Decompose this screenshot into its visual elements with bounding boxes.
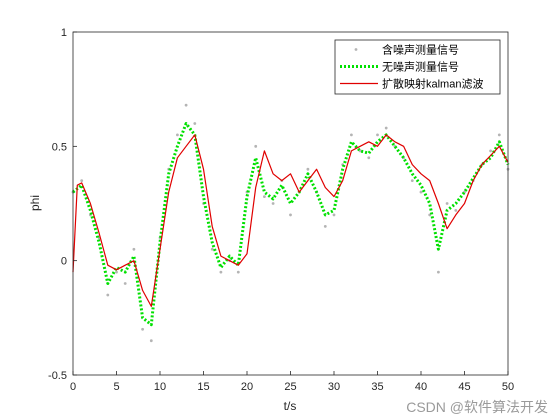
noisy-signal-point	[254, 144, 258, 148]
noisy-signal-point	[289, 213, 292, 217]
y-tick-label: 1	[61, 27, 67, 39]
noisy-signal-point	[489, 149, 492, 153]
x-tick-label: 15	[197, 381, 209, 393]
noisy-signal-point	[106, 293, 110, 297]
clean-signal-series	[72, 122, 510, 327]
kalman-filter-line	[72, 134, 509, 307]
noisy-signal-point	[123, 282, 127, 285]
y-tick-label: 0.5	[52, 141, 67, 153]
x-tick-label: 35	[371, 381, 383, 393]
noisy-signal-point	[132, 247, 136, 251]
legend-entry-filter: 扩散映射kalman滤波	[340, 77, 483, 91]
noisy-signal-point	[176, 133, 179, 137]
y-axis-ticks: -0.5 0 0.5 1	[48, 27, 77, 382]
noisy-signal-point	[141, 327, 145, 331]
legend-entry-clean: 无噪声测量信号	[340, 60, 459, 74]
x-tick-label: 10	[154, 381, 166, 393]
legend: 含噪声测量信号 无噪声测量信号 扩散映射kalman滤波	[334, 39, 501, 95]
legend-label-filter: 扩散映射kalman滤波	[382, 77, 483, 91]
legend-entry-noisy: 含噪声测量信号	[354, 43, 459, 57]
noisy-signal-point	[410, 179, 414, 183]
noisy-signal-point	[419, 190, 423, 194]
x-tick-label: 50	[502, 381, 514, 393]
noisy-signal-point	[306, 167, 310, 171]
y-axis-label: phi	[28, 195, 42, 211]
x-tick-label: 30	[328, 381, 340, 393]
legend-box	[334, 39, 501, 95]
noisy-signal-point	[193, 122, 197, 125]
noisy-signal-point	[236, 270, 240, 274]
noisy-signal-point	[184, 103, 188, 107]
x-tick-label: 45	[458, 381, 470, 393]
noisy-signal-point	[115, 270, 118, 274]
noisy-signal-point	[271, 202, 275, 205]
x-tick-label: 5	[113, 381, 119, 393]
noisy-signal-point	[497, 133, 501, 137]
noisy-signal-point	[210, 247, 214, 251]
x-tick-label: 0	[70, 381, 76, 393]
noisy-signal-point	[80, 179, 84, 183]
noisy-signal-point	[384, 126, 388, 130]
noisy-signal-point	[437, 270, 440, 274]
noisy-signal-point	[323, 224, 327, 228]
x-axis-label: t/s	[284, 399, 297, 413]
y-tick-label: -0.5	[48, 370, 67, 382]
x-tick-label: 40	[415, 381, 427, 393]
x-tick-label: 25	[284, 381, 296, 393]
x-axis-ticks: 0 5 10 15 20 25 30 35 40 45 50	[70, 371, 514, 393]
watermark: CSDN @软件算法开发	[406, 399, 548, 415]
clean-signal-line	[72, 122, 510, 327]
noisy-signal-point	[454, 208, 458, 212]
noisy-signal-point	[367, 156, 371, 160]
legend-marker-noisy	[354, 48, 358, 51]
noisy-signal-point	[263, 195, 266, 199]
noisy-signal-point	[350, 133, 353, 137]
noisy-signal-point	[149, 339, 153, 343]
noisy-signal-point	[219, 270, 223, 274]
noisy-signal-point	[332, 213, 336, 217]
legend-label-noisy: 含噪声测量信号	[382, 43, 459, 57]
y-tick-label: 0	[61, 256, 67, 268]
noisy-signal-point	[445, 202, 449, 205]
x-tick-label: 20	[241, 381, 253, 393]
legend-label-clean: 无噪声测量信号	[382, 60, 459, 74]
kalman-filter-series	[72, 134, 509, 307]
noisy-signal-point	[376, 133, 379, 137]
